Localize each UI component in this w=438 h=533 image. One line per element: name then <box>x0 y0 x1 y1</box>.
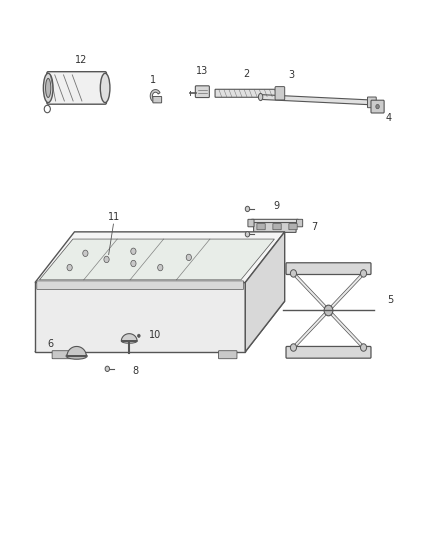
FancyBboxPatch shape <box>215 89 279 97</box>
Text: 3: 3 <box>288 70 294 80</box>
Circle shape <box>290 344 297 351</box>
Ellipse shape <box>43 73 53 102</box>
Circle shape <box>105 366 110 372</box>
Polygon shape <box>35 282 245 352</box>
FancyBboxPatch shape <box>286 263 371 274</box>
Polygon shape <box>39 239 274 280</box>
Text: 10: 10 <box>148 330 161 340</box>
FancyBboxPatch shape <box>47 72 106 104</box>
FancyBboxPatch shape <box>367 97 376 108</box>
Text: 8: 8 <box>133 366 139 376</box>
Circle shape <box>324 305 333 316</box>
FancyBboxPatch shape <box>195 86 209 98</box>
Circle shape <box>245 231 250 237</box>
Circle shape <box>290 270 297 277</box>
Text: 8: 8 <box>273 232 279 242</box>
FancyBboxPatch shape <box>289 224 297 230</box>
Text: 12: 12 <box>75 55 87 65</box>
FancyBboxPatch shape <box>52 351 71 359</box>
Circle shape <box>360 344 367 351</box>
FancyBboxPatch shape <box>371 100 384 113</box>
Polygon shape <box>261 95 370 104</box>
Ellipse shape <box>46 78 51 98</box>
FancyBboxPatch shape <box>275 86 285 100</box>
Text: 2: 2 <box>244 69 250 79</box>
Polygon shape <box>35 301 285 352</box>
Circle shape <box>158 264 163 271</box>
Ellipse shape <box>100 73 110 102</box>
Circle shape <box>186 254 191 261</box>
Polygon shape <box>245 232 285 352</box>
FancyBboxPatch shape <box>273 224 281 230</box>
Wedge shape <box>150 90 160 102</box>
FancyBboxPatch shape <box>254 223 296 232</box>
Text: 13: 13 <box>196 66 208 76</box>
Circle shape <box>67 264 72 271</box>
FancyBboxPatch shape <box>37 281 244 289</box>
Text: 5: 5 <box>387 295 393 305</box>
Ellipse shape <box>258 93 263 101</box>
Text: 6: 6 <box>47 340 53 349</box>
FancyBboxPatch shape <box>248 220 254 227</box>
Circle shape <box>245 206 250 212</box>
Polygon shape <box>121 334 137 341</box>
FancyBboxPatch shape <box>297 220 303 227</box>
FancyBboxPatch shape <box>153 96 162 103</box>
Ellipse shape <box>121 339 137 343</box>
Text: 11: 11 <box>108 212 120 222</box>
Text: 9: 9 <box>273 201 279 211</box>
FancyBboxPatch shape <box>219 351 237 359</box>
Text: 4: 4 <box>385 114 392 123</box>
Polygon shape <box>67 346 86 356</box>
Circle shape <box>131 248 136 254</box>
Text: 7: 7 <box>311 222 318 232</box>
Polygon shape <box>35 232 285 282</box>
Ellipse shape <box>66 353 87 359</box>
Circle shape <box>131 260 136 266</box>
Text: 1: 1 <box>150 75 156 85</box>
Circle shape <box>138 334 140 337</box>
FancyBboxPatch shape <box>286 346 371 358</box>
Circle shape <box>83 250 88 256</box>
FancyBboxPatch shape <box>251 220 298 226</box>
Circle shape <box>104 256 109 263</box>
Ellipse shape <box>376 104 379 109</box>
Circle shape <box>360 270 367 277</box>
FancyBboxPatch shape <box>257 224 265 230</box>
